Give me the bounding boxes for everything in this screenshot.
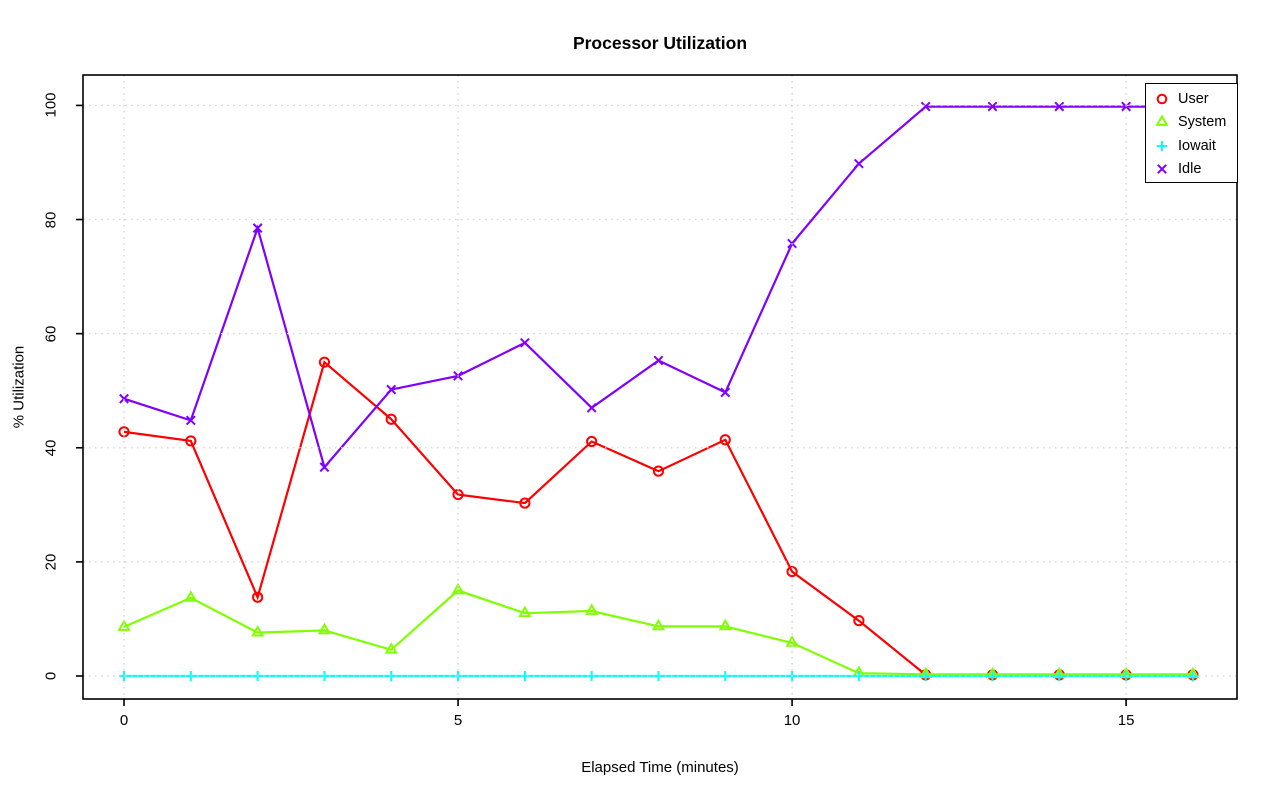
data-point-marker	[853, 671, 864, 682]
data-point-marker	[117, 619, 131, 631]
data-point-marker	[720, 387, 731, 398]
triangle-marker-icon	[1155, 114, 1169, 127]
data-point-marker	[585, 603, 599, 615]
data-point-marker	[718, 618, 732, 631]
series-idle	[119, 101, 1198, 473]
data-point-marker	[586, 402, 597, 413]
data-point-marker	[119, 393, 129, 404]
plot-border	[82, 74, 1238, 700]
series-line	[123, 589, 1193, 676]
legend-marker	[1155, 114, 1169, 127]
legend-marker	[1157, 140, 1167, 151]
data-point-marker	[651, 618, 666, 631]
data-point-marker	[385, 413, 397, 425]
legend-item-user: User	[1146, 87, 1237, 111]
series-line	[123, 105, 1193, 470]
legend-label: Iowait	[1178, 137, 1216, 154]
data-point-marker	[519, 497, 531, 509]
plus-marker-icon	[1157, 140, 1167, 151]
x-tick-label: 0	[119, 712, 129, 729]
data-point-marker	[386, 384, 397, 395]
legend-marker	[1156, 93, 1168, 105]
x-axis-label: Elapsed Time (minutes)	[581, 759, 739, 776]
data-point-marker	[185, 671, 196, 682]
y-tick-label: 0	[42, 671, 60, 681]
data-point-marker	[1187, 671, 1198, 682]
circle-marker-icon	[1156, 93, 1168, 105]
x-tick-label: 15	[1117, 712, 1135, 729]
data-point-marker	[252, 223, 263, 233]
data-point-marker	[451, 582, 465, 595]
data-point-marker	[185, 415, 196, 426]
y-tick-label: 60	[42, 325, 60, 342]
data-point-marker	[250, 625, 265, 637]
y-tick-label: 40	[42, 439, 60, 457]
series-iowait	[119, 671, 1198, 682]
y-axis-label: % Utilization	[10, 345, 28, 429]
data-point-marker	[318, 356, 331, 368]
y-tick-label: 20	[42, 553, 60, 571]
legend-item-idle: Idle	[1146, 158, 1237, 182]
data-point-marker	[184, 590, 198, 602]
data-point-marker	[317, 622, 332, 635]
data-point-marker	[519, 337, 530, 348]
data-point-marker	[384, 642, 398, 654]
y-tick-label: 80	[42, 211, 60, 228]
data-point-marker	[653, 355, 664, 366]
data-point-marker	[785, 635, 799, 647]
y-tick-label: 100	[42, 92, 60, 118]
data-point-marker	[1054, 101, 1065, 112]
data-point-marker	[786, 565, 798, 578]
data-point-marker	[652, 465, 665, 477]
series-line	[123, 360, 1193, 677]
data-point-marker	[853, 158, 864, 169]
data-point-marker	[853, 615, 865, 627]
legend-label: User	[1178, 90, 1209, 107]
gridlines	[83, 75, 1237, 699]
data-point-marker	[185, 435, 197, 447]
data-point-marker	[386, 671, 397, 682]
data-point-marker	[586, 435, 598, 448]
chart-title: Processor Utilization	[572, 33, 748, 53]
series-system	[117, 582, 1200, 679]
data-point-marker	[719, 434, 731, 446]
legend-marker	[1157, 164, 1167, 175]
legend-label: System	[1178, 114, 1227, 130]
data-point-marker	[987, 101, 998, 112]
legend-item-system: System	[1146, 111, 1237, 135]
x-marker-icon	[1157, 164, 1167, 175]
data-point-marker	[518, 605, 532, 618]
data-point-marker	[319, 462, 330, 473]
data-point-marker	[653, 671, 664, 682]
x-tick-label: 10	[783, 712, 801, 729]
legend: User System Iowait Idle	[1145, 83, 1238, 183]
legend-label: Idle	[1178, 161, 1202, 177]
data-point-marker	[920, 101, 931, 112]
data-point-marker	[252, 591, 264, 603]
legend-item-iowait: Iowait	[1146, 134, 1237, 158]
x-tick-label: 5	[453, 712, 463, 729]
